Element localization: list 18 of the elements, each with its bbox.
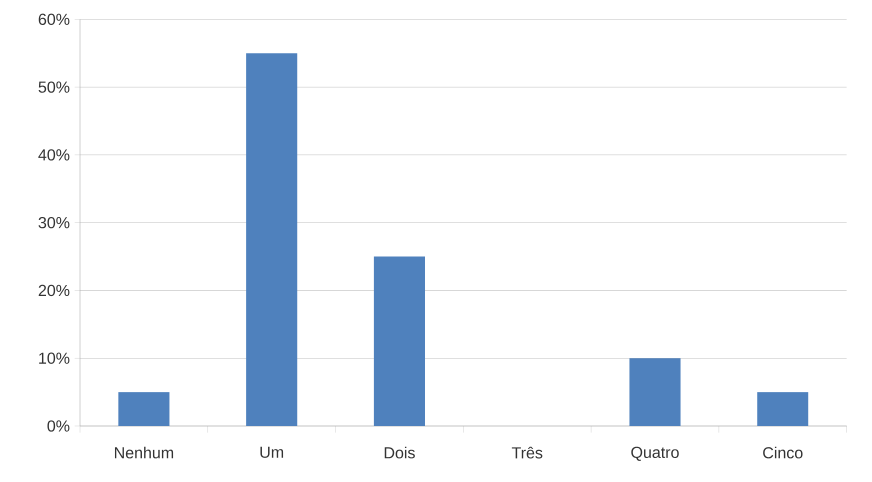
bar xyxy=(374,256,426,426)
x-tick-label: Nenhum xyxy=(114,446,174,458)
y-tick-label: 20% xyxy=(38,284,70,296)
x-tick-label: Quatro xyxy=(631,446,679,461)
bar xyxy=(757,392,808,426)
y-tick-label: 30% xyxy=(38,217,70,228)
y-tick-label: 10% xyxy=(39,352,70,364)
x-tick-label: Um xyxy=(260,446,284,458)
bar xyxy=(246,53,298,426)
bar xyxy=(629,358,681,426)
y-tick-label: 40% xyxy=(38,149,70,161)
x-tick-label: Dois xyxy=(384,446,415,458)
bar xyxy=(118,392,170,426)
x-tick-label: Três xyxy=(512,446,542,458)
x-tick-label: Cinco xyxy=(763,446,803,458)
y-tick-label: 0% xyxy=(47,420,70,432)
y-tick-label: 60% xyxy=(38,14,70,25)
y-tick-label: 50% xyxy=(38,81,70,93)
